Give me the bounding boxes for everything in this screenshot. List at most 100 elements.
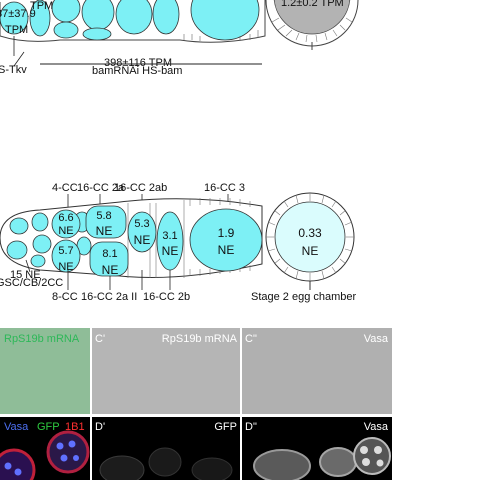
- label-16cc-2a-II: 16-CC 2a II: [81, 291, 137, 303]
- cell-4cc-value: 6.6: [58, 212, 73, 224]
- nucleus-dot: [4, 462, 12, 470]
- panel-c1-letter: C': [95, 333, 105, 345]
- panel-c2: C" Vasa: [242, 328, 392, 414]
- faint-cell: [148, 447, 182, 477]
- label-stage2: Stage 2 egg chamber: [251, 291, 357, 303]
- label-4cc: 4-CC: [52, 182, 78, 194]
- panel-d2-label: Vasa: [364, 421, 389, 433]
- cell-4cc: [51, 209, 81, 239]
- top-cell-left: [0, 1, 29, 35]
- bam-label: bamRNAi HS-bam: [92, 65, 182, 77]
- cell-8cc: [51, 239, 81, 273]
- nucleus-dot: [68, 440, 76, 448]
- egg-chamber-inner: [274, 201, 346, 273]
- top-cell: [53, 21, 79, 39]
- top-right-value: 1.2±0.2 TPM: [281, 0, 344, 9]
- panel-d2-cells: [253, 437, 391, 480]
- bottom-label-pointers: [25, 259, 171, 290]
- top-cell: [115, 0, 153, 35]
- bam-value: 398±116 TPM: [104, 57, 172, 69]
- egg-chamber-unit: NE: [302, 244, 319, 258]
- nucleus-dot: [360, 446, 368, 454]
- nucleus-dot: [374, 446, 382, 454]
- gsc-cell: [30, 254, 46, 268]
- panel-d: Vasa GFP 1B1: [0, 417, 90, 480]
- panel-c2-letter: C": [245, 333, 257, 345]
- panel-d2: D" Vasa: [242, 417, 392, 480]
- label-8cc: 8-CC: [52, 291, 78, 303]
- cell-16cc-2b-unit: NE: [162, 244, 179, 258]
- top-egg-chamber-inner: [273, 0, 351, 35]
- egg-chamber-blob: [46, 430, 90, 474]
- panel-d1-cells: [99, 447, 233, 480]
- label-16cc-2ab: 16-CC 2ab: [114, 182, 167, 194]
- germarium-diagram: 4-CC 16-CC 2a 16-CC 2ab 16-CC 3: [0, 182, 357, 303]
- panel-c2-label: Vasa: [364, 333, 389, 345]
- cell-16cc-3-unit: NE: [218, 243, 235, 257]
- cell-16cc-2a-II-unit: NE: [102, 263, 119, 277]
- cell-16cc-2a-unit: NE: [96, 224, 113, 238]
- vasa-cell: [319, 447, 357, 477]
- top-egg-chamber-hatch: [271, 17, 353, 43]
- cell-16cc-2a-value: 5.8: [96, 210, 111, 222]
- tkv-pointer: [13, 51, 25, 67]
- egg-chamber-value: 0.33: [298, 226, 322, 240]
- top-follicle-hatch: [183, 30, 259, 41]
- gsc-cell: [32, 234, 52, 254]
- label-15ne: 15 NE: [10, 269, 41, 281]
- panel-c1-bg: [92, 328, 240, 414]
- cell-16cc-2a-II-value: 8.1: [102, 248, 117, 260]
- panel-c1-label: RpS19b mRNA: [162, 333, 238, 345]
- cell-16cc-2a: [85, 205, 127, 239]
- top-germarium-fragment: 1.2±0.2 TPM TPM 37±37.9 TPM S-Tkv 398±11…: [0, 0, 359, 77]
- nucleus-dot: [14, 468, 22, 476]
- faint-cell: [99, 455, 145, 480]
- top-cell: [152, 0, 180, 35]
- panel-d1-label: GFP: [214, 421, 237, 433]
- label-16cc-3: 16-CC 3: [204, 182, 245, 194]
- panel-c2-bg: [242, 328, 392, 414]
- vasa-chamber: [353, 437, 391, 475]
- label-16cc-2b: 16-CC 2b: [143, 291, 190, 303]
- top-left-tpm: TPM: [5, 24, 28, 36]
- panel-d1-letter: D': [95, 421, 105, 433]
- faint-cell: [191, 457, 233, 480]
- panel-d-cells: [0, 430, 90, 480]
- panel-d-1b1: 1B1: [65, 421, 85, 433]
- cell-8cc-unit: NE: [58, 261, 73, 273]
- cell-16cc-2ab-unit: NE: [134, 233, 151, 247]
- cell-16cc-3: [189, 208, 263, 272]
- top-cell: [82, 27, 112, 41]
- top-cell: [51, 0, 81, 23]
- gsc-cell: [9, 217, 29, 235]
- panel-d1: D' GFP: [92, 417, 240, 480]
- egg-chamber-hatch: [266, 193, 354, 281]
- cell-16cc-2ab: [127, 211, 157, 253]
- panel-d-vasa: Vasa: [4, 421, 29, 433]
- top-left-value: 37±37.9: [0, 8, 36, 20]
- cell-16cc-2a-II: [89, 241, 129, 277]
- panel-c-label: RpS19b mRNA: [4, 333, 80, 345]
- nucleus-dot: [362, 458, 370, 466]
- panel-d-gfp: GFP: [37, 421, 60, 433]
- top-tpm-label: TPM: [30, 0, 53, 12]
- top-cell: [81, 0, 115, 31]
- gsc-cell: [31, 212, 49, 232]
- cell-16cc-3-value: 1.9: [218, 226, 235, 240]
- gsc-cell: [6, 240, 28, 260]
- panel-c: RpS19b mRNA: [0, 328, 90, 414]
- panel-c-bg: [0, 328, 90, 414]
- cell-16cc-2ab-value: 5.3: [134, 218, 149, 230]
- tkv-label: S-Tkv: [0, 64, 27, 76]
- label-gsc: GSC/CB/2CC: [0, 277, 63, 289]
- panel-d2-letter: D": [245, 421, 257, 433]
- vasa-cell: [253, 449, 311, 480]
- nucleus-dot: [73, 455, 79, 461]
- nucleus-dot: [60, 454, 68, 462]
- egg-chamber-blob: [0, 448, 36, 480]
- cell-8cc-value: 5.7: [58, 245, 73, 257]
- label-16cc-2a: 16-CC 2a: [77, 182, 125, 194]
- cell-4cc-unit: NE: [58, 225, 73, 237]
